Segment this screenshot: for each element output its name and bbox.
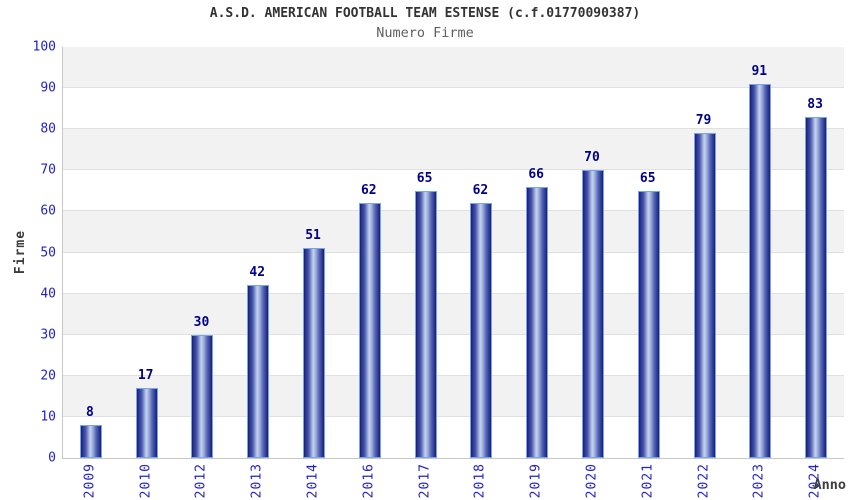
x-tick-label: 2009 (82, 463, 98, 499)
y-tick-label: 0 (48, 450, 56, 466)
background-band (63, 211, 844, 253)
gridline (63, 210, 844, 212)
x-tick-label: 2012 (193, 463, 209, 499)
bar-value-label: 65 (416, 170, 433, 186)
chart-subtitle: Numero Firme (376, 25, 474, 41)
bar-value-label: 65 (639, 170, 656, 186)
x-tick-label: 2010 (138, 463, 154, 499)
background-band (63, 170, 844, 212)
y-tick-label: 90 (40, 80, 56, 96)
background-band (63, 334, 844, 376)
bar-value-label: 42 (249, 265, 266, 281)
bar-value-label: 30 (193, 314, 210, 330)
x-tick-label: 2023 (751, 463, 767, 499)
chart-title: A.S.D. AMERICAN FOOTBALL TEAM ESTENSE (c… (209, 6, 641, 21)
x-tick-label: 2017 (417, 463, 433, 499)
x-tick-label: 2018 (472, 463, 488, 499)
bar-2012 (191, 334, 214, 458)
gridline (63, 128, 844, 130)
bar-2010 (135, 388, 158, 458)
background-band (63, 293, 844, 335)
bar-2021 (637, 190, 660, 458)
bar-2024 (805, 116, 828, 458)
y-tick-label: 50 (40, 245, 56, 260)
background-band (63, 375, 844, 417)
gridline (63, 374, 844, 376)
y-tick-label: 20 (40, 368, 56, 384)
bar-2017 (414, 190, 437, 458)
bar-2009 (79, 425, 102, 458)
bar-value-label: 62 (472, 183, 489, 199)
bar-value-label: 83 (807, 96, 823, 112)
x-tick-label: 2020 (584, 463, 600, 499)
y-tick-label: 100 (32, 39, 56, 55)
background-band (63, 129, 844, 171)
bar-value-label: 66 (528, 166, 544, 182)
gridline (63, 251, 844, 253)
y-tick-label: 80 (40, 121, 56, 137)
bar-2019 (526, 186, 549, 458)
x-tick-label: 2022 (696, 463, 712, 499)
gridline (63, 333, 844, 335)
bar-value-label: 17 (137, 368, 154, 384)
gridline (63, 292, 844, 294)
gridline (63, 415, 844, 417)
y-tick-label: 10 (40, 409, 56, 425)
bar-value-label: 51 (305, 228, 321, 244)
x-tick-label: 2019 (528, 463, 544, 499)
x-tick-label: 2021 (640, 463, 656, 499)
bar-value-label: 79 (695, 113, 712, 129)
background-band (63, 88, 844, 130)
bar-value-label: 91 (751, 63, 768, 79)
y-tick-label: 60 (40, 203, 56, 219)
plot-area (62, 47, 844, 459)
bar-value-label: 62 (360, 183, 377, 199)
y-axis-title: Firme (13, 229, 28, 275)
y-tick-label: 40 (40, 286, 56, 302)
bar-2018 (470, 203, 493, 458)
x-tick-label: 2014 (305, 463, 321, 499)
bar-2016 (358, 203, 381, 458)
gridline (63, 169, 844, 171)
bar-2014 (303, 248, 326, 458)
bar-2020 (581, 170, 604, 458)
background-band (63, 47, 844, 89)
background-band (63, 416, 844, 458)
bar-2022 (693, 133, 716, 458)
x-axis-title: Anno (813, 477, 846, 493)
bar-value-label: 70 (584, 150, 600, 166)
y-tick-label: 30 (40, 327, 56, 343)
x-tick-label: 2016 (361, 463, 377, 499)
y-tick-label: 70 (40, 162, 56, 178)
background-band (63, 252, 844, 294)
bar-value-label: 8 (85, 405, 94, 421)
x-tick-label: 2013 (249, 463, 265, 499)
gridline (63, 87, 844, 89)
bar-2013 (247, 285, 270, 458)
bar-2023 (749, 84, 772, 458)
